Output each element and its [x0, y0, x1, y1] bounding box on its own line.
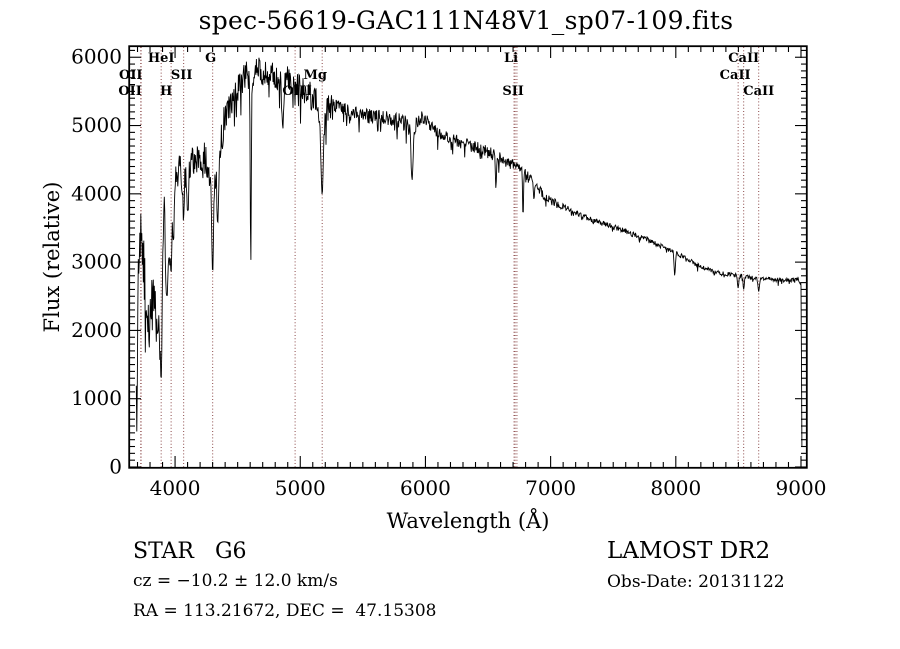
x-axis-label: Wavelength (Å): [386, 509, 550, 533]
x-tick-label: 9000: [776, 476, 827, 500]
y-tick-label: 1000: [71, 386, 122, 410]
plot-frame: [128, 45, 808, 469]
line-label: SII: [171, 68, 193, 83]
x-tick-label: 7000: [525, 476, 576, 500]
obs-date-text: Obs-Date: 20131122: [607, 572, 785, 592]
classification-text: STAR G6: [133, 539, 247, 564]
survey-release-text: LAMOST DR2: [607, 538, 771, 564]
line-label: Mg: [303, 68, 326, 83]
y-tick-label: 6000: [71, 45, 122, 69]
line-label: OII: [119, 68, 143, 83]
x-tick-label: 5000: [275, 476, 326, 500]
line-label: Li: [504, 51, 518, 66]
radial-velocity-text: cz = −10.2 ± 12.0 km/s: [133, 571, 338, 591]
spectrum-trace: [135, 57, 803, 447]
y-axis-label: Flux (relative): [40, 181, 64, 333]
line-label: CaII: [728, 51, 759, 66]
line-label: G: [205, 51, 216, 66]
line-label: CaII: [720, 68, 751, 83]
x-tick-label: 4000: [150, 476, 201, 500]
y-tick-label: 0: [109, 455, 122, 479]
y-tick-label: 5000: [71, 113, 122, 137]
coordinates-text: RA = 113.21672, DEC = 47.15308: [133, 601, 437, 621]
y-tick-label: 2000: [71, 318, 122, 342]
x-tick-label: 8000: [650, 476, 701, 500]
x-tick-label: 6000: [400, 476, 451, 500]
line-label: HeI: [148, 51, 175, 66]
y-tick-label: 3000: [71, 250, 122, 274]
plot-title: spec-56619-GAC111N48V1_sp07-109.fits: [198, 6, 734, 35]
y-tick-label: 4000: [71, 181, 122, 205]
line-label: CaII: [743, 84, 774, 99]
line-label: H: [160, 84, 172, 99]
line-label: SII: [502, 84, 524, 99]
